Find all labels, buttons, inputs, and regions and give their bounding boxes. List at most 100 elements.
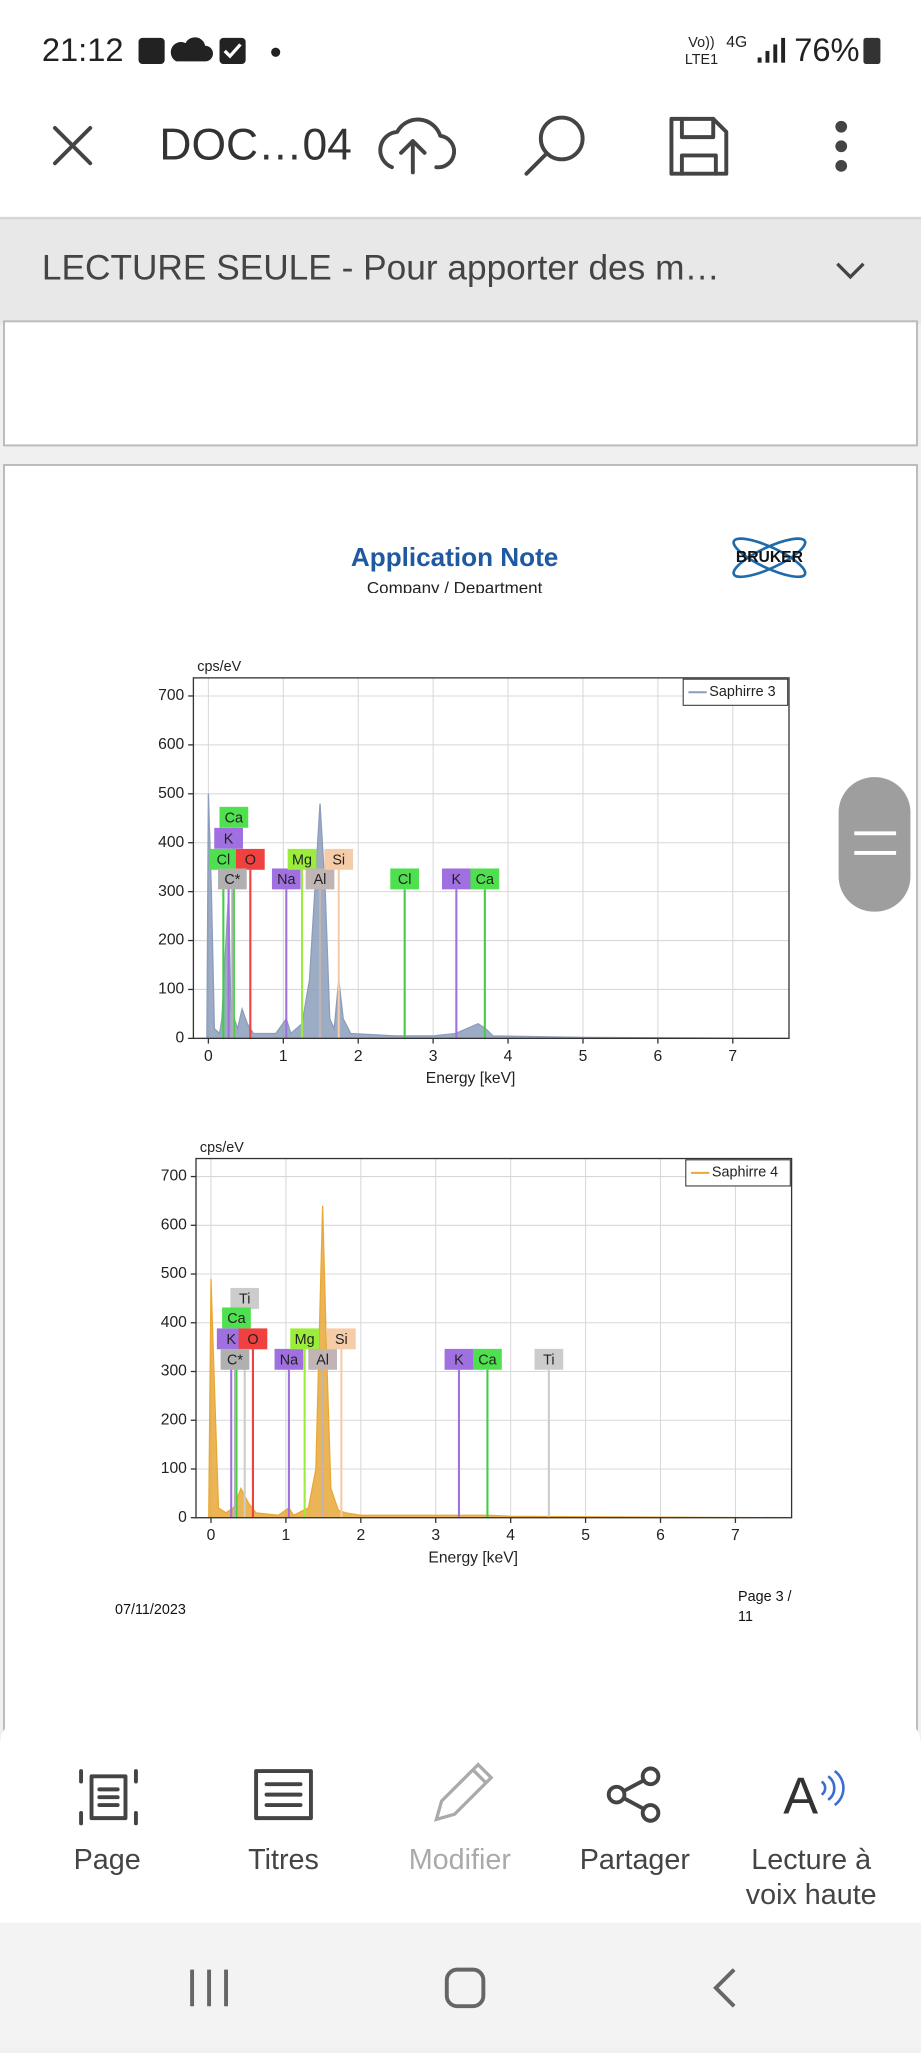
bottom-bar <box>0 1717 921 1923</box>
x-tick-label: 2 <box>354 1048 363 1065</box>
element-label-box <box>390 868 420 890</box>
logo-text: BRUKER <box>736 549 803 566</box>
element-label: K <box>452 872 462 888</box>
x-tick-label: 3 <box>431 1527 440 1544</box>
y-tick-label: 100 <box>161 1460 187 1477</box>
element-label: Na <box>277 872 295 888</box>
element-label: Si <box>332 852 345 868</box>
element-label-box <box>222 1307 251 1329</box>
navigation-bar <box>0 1922 921 2048</box>
element-label: Na <box>280 1352 298 1368</box>
element-label: Si <box>335 1332 348 1348</box>
y-tick-label: 400 <box>158 834 184 851</box>
menu-button[interactable] <box>835 120 848 172</box>
element-label: Ca <box>478 1352 496 1368</box>
bottom-label: Modifier <box>409 1844 512 1876</box>
data-label: 4G <box>726 34 747 51</box>
element-label: C* <box>224 872 240 888</box>
read-aloud-icon: A <box>783 1768 845 1826</box>
element-label: O <box>245 852 256 868</box>
element-label-box <box>235 848 265 870</box>
scroll-handle[interactable] <box>838 777 911 912</box>
home-button[interactable] <box>444 1967 486 2009</box>
x-tick-label: 7 <box>731 1527 740 1544</box>
element-label-box <box>216 1328 246 1350</box>
x-tick-label: 0 <box>207 1527 216 1544</box>
back-button[interactable] <box>713 1968 736 2008</box>
element-label-box <box>534 1348 564 1370</box>
bruker-logo <box>732 537 807 579</box>
signal-icon <box>757 37 786 63</box>
element-label-box <box>470 868 500 890</box>
search-button[interactable] <box>524 115 585 176</box>
document-title[interactable]: DOC…04 <box>159 120 351 169</box>
element-label-box <box>305 868 335 890</box>
expand-button[interactable] <box>836 262 865 280</box>
close-button[interactable] <box>52 126 93 166</box>
plot-border <box>195 1157 793 1519</box>
svg-text:A: A <box>783 1768 818 1826</box>
element-label-box <box>326 1328 356 1350</box>
element-label-box <box>208 848 238 870</box>
element-label: Al <box>316 1352 329 1368</box>
y-tick-label: 700 <box>161 1168 187 1185</box>
doc-date: 07/11/2023 <box>115 1602 186 1618</box>
y-tick-label: 500 <box>158 785 184 802</box>
bottom-items: Page Titres Modifier Partager Lecture à <box>74 1844 871 1876</box>
x-tick-label: 5 <box>579 1048 588 1065</box>
plot-area <box>196 1158 792 1518</box>
battery-icon <box>863 37 881 64</box>
recents-button[interactable] <box>190 1969 229 2007</box>
element-label: K <box>454 1352 464 1368</box>
element-label: Ti <box>239 1292 250 1308</box>
element-label: O <box>247 1332 258 1348</box>
element-label-box <box>290 1328 320 1350</box>
element-label-box <box>444 1348 474 1370</box>
element-label: Ca <box>476 872 494 888</box>
y-axis-label: cps/eV <box>200 1140 244 1156</box>
y-tick-label: 300 <box>161 1363 187 1380</box>
plot-area <box>193 677 789 1039</box>
element-label-box <box>324 848 354 870</box>
x-tick-label: 5 <box>581 1527 590 1544</box>
element-label-box <box>217 868 247 890</box>
element-label-box <box>274 1348 304 1370</box>
bottom-label: Titres <box>248 1844 319 1876</box>
y-tick-label: 100 <box>158 981 184 998</box>
divider <box>0 216 921 220</box>
x-axis-label: Energy [keV] <box>428 1549 518 1566</box>
edit-icon <box>433 1762 494 1822</box>
x-tick-label: 4 <box>506 1527 515 1544</box>
save-button[interactable] <box>669 116 729 176</box>
element-label: Mg <box>292 852 312 868</box>
subtitle-clip: Company / Department <box>367 579 543 593</box>
element-label-box <box>441 868 471 890</box>
element-label: Mg <box>295 1332 315 1348</box>
page-number: 11 <box>738 1609 753 1625</box>
element-label-box <box>308 1348 337 1370</box>
titles-icon <box>254 1769 313 1821</box>
upload-button[interactable] <box>378 117 457 175</box>
element-label-box <box>214 827 243 849</box>
banner-text: LECTURE SEULE - Pour apporter des m… <box>42 249 720 288</box>
read-only-banner[interactable] <box>0 219 921 324</box>
element-label-box <box>220 1348 250 1370</box>
status-icons <box>138 37 281 64</box>
previous-page <box>3 320 918 447</box>
battery-label: 76% <box>794 31 859 68</box>
network-label: LTE1 <box>685 52 718 68</box>
plot-border <box>192 677 790 1040</box>
legend-label: Saphirre 4 <box>712 1165 778 1181</box>
bottom-label: Lecture à <box>751 1844 871 1876</box>
bottom-label: Page <box>74 1844 141 1876</box>
y-tick-label: 200 <box>158 932 184 949</box>
element-label: Cl <box>398 872 412 888</box>
doc-title: Application Note <box>351 542 558 572</box>
chart: 0 100 200 300 400 500 600 700 0 1 2 3 4 5 6 7 Ca K Cl O C* Na… <box>158 659 790 1087</box>
network-label: Vo)) <box>688 35 714 51</box>
legend-label: Saphirre 3 <box>709 684 775 700</box>
y-tick-label: 300 <box>158 883 184 900</box>
legend: Saphirre 4 <box>685 1159 791 1187</box>
